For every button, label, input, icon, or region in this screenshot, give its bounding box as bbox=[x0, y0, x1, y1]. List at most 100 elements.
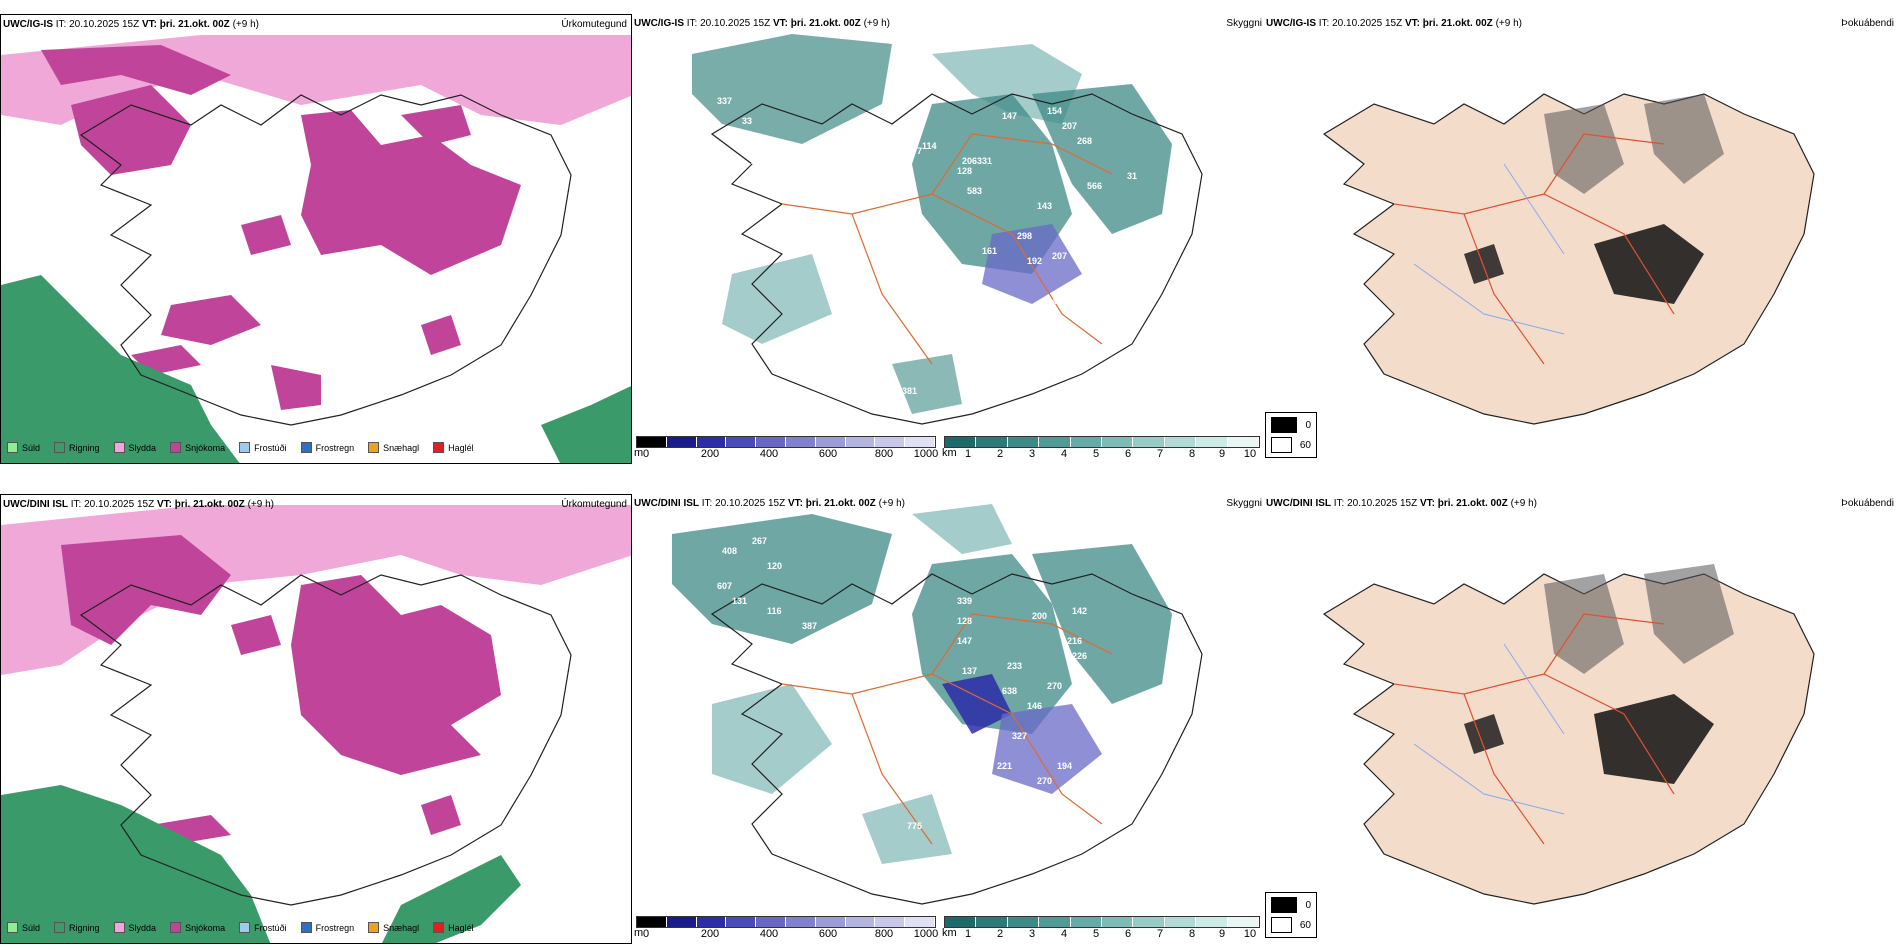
low-visibility-area bbox=[1032, 84, 1172, 234]
snow-depth-label: 31 bbox=[1127, 171, 1137, 181]
tick-label: 800 bbox=[874, 928, 894, 940]
fog-legend-top: 0 60 bbox=[1265, 412, 1317, 458]
fog-area bbox=[1544, 574, 1624, 674]
colorbar-ticks: 1 2 3 4 5 6 7 8 9 10 bbox=[944, 928, 1260, 940]
colorbar-ticks: 0 200 400 600 800 1000 bbox=[636, 448, 938, 460]
fog-panel-bottom: UWC/DINI ISL IT: 20.10.2025 15Z VT: þri.… bbox=[1264, 494, 1900, 944]
fog-legend-label: 0 bbox=[1305, 419, 1311, 431]
colorbar-unit: m bbox=[634, 927, 644, 939]
road-network bbox=[781, 133, 1113, 365]
legend-item: Súld bbox=[7, 442, 40, 453]
tick-label: 5 bbox=[1092, 448, 1100, 460]
legend-item: Haglél bbox=[433, 922, 474, 933]
snow-depth-label: 84 bbox=[977, 736, 987, 746]
snow-depth-label: 337 bbox=[717, 96, 732, 106]
header-top-fog: UWC/IG-IS IT: 20.10.2025 15Z VT: þri. 21… bbox=[1266, 18, 1522, 29]
snow-depth-label: 143 bbox=[1037, 201, 1052, 211]
legend-item: Slydda bbox=[113, 922, 156, 933]
iceland-outline bbox=[79, 94, 572, 426]
fog-legend-label: 60 bbox=[1299, 439, 1311, 451]
snow-depth-label: 277 bbox=[907, 146, 922, 156]
snow-depth-label: 128 bbox=[957, 166, 972, 176]
fog-legend-label: 0 bbox=[1305, 899, 1311, 911]
visibility-title-top: Skyggni bbox=[1226, 18, 1262, 29]
tick-label: 0 bbox=[642, 448, 650, 460]
snow-depth-label: 221 bbox=[997, 761, 1012, 771]
tick-label: 600 bbox=[818, 448, 838, 460]
snow-depth-area bbox=[982, 224, 1082, 304]
rain-area bbox=[1, 275, 240, 463]
snow-depth-label: 120 bbox=[767, 561, 782, 571]
tick-label: 9 bbox=[1218, 928, 1226, 940]
fog-area bbox=[1464, 714, 1504, 754]
precip-legend-top: Súld Rigning Slydda Snjókoma Frostúði Fr… bbox=[7, 442, 474, 453]
fog-area bbox=[1594, 694, 1714, 784]
legend-item: Rigning bbox=[54, 442, 100, 453]
snow-area bbox=[401, 105, 471, 145]
fog-legend-bottom: 0 60 bbox=[1265, 892, 1317, 938]
tick-label: 8 bbox=[1188, 448, 1196, 460]
river-network bbox=[1413, 163, 1565, 335]
snow-depth-label: 137 bbox=[962, 666, 977, 676]
legend-item: Haglél bbox=[433, 442, 474, 453]
snow-depth-label: 200 bbox=[1032, 611, 1047, 621]
tick-label: 7 bbox=[1156, 928, 1164, 940]
colorbar-ticks: 1 2 3 4 5 6 7 8 9 10 bbox=[944, 448, 1260, 460]
snow-area bbox=[421, 315, 461, 355]
iceland-outline bbox=[79, 574, 572, 906]
snow-depth-label: 235 bbox=[1072, 786, 1087, 796]
snow-depth-label: 104 bbox=[1142, 246, 1157, 256]
snow-depth-label: 268 bbox=[1077, 136, 1092, 146]
snow-depth-label: 941 bbox=[1002, 506, 1017, 516]
legend-item: Frostúði bbox=[239, 442, 287, 453]
snow-depth-label: 181 bbox=[887, 241, 902, 251]
snow-depth-label: 331 bbox=[977, 156, 992, 166]
fog-title-bottom: Þokuábendi bbox=[1841, 498, 1894, 509]
precip-type-panel-bottom: UWC/DINI ISL IT: 20.10.2025 15Z VT: þri.… bbox=[0, 494, 632, 944]
tick-label: 4 bbox=[1060, 928, 1068, 940]
snow-depth-label: 207 bbox=[1062, 121, 1077, 131]
tick-label: 0 bbox=[642, 928, 650, 940]
snow-depth-label: 349 bbox=[1047, 296, 1062, 306]
colorbar-ticks: 0 200 400 600 800 1000 bbox=[636, 928, 938, 940]
road-network bbox=[1393, 133, 1675, 365]
snow-area bbox=[241, 215, 291, 255]
road-network bbox=[1393, 613, 1675, 845]
snow-area bbox=[271, 365, 321, 410]
snow-depth-label: 267 bbox=[752, 536, 767, 546]
low-visibility-area bbox=[1032, 544, 1172, 704]
snow-depth-label: 321 bbox=[1172, 56, 1187, 66]
snow-depth-colorbar-bottom: 0 200 400 600 800 1000 m bbox=[634, 916, 938, 940]
tick-label: 10 bbox=[1243, 448, 1257, 460]
iceland-outline bbox=[710, 93, 1203, 425]
precip-type-panel-top: UWC/IG-IS IT: 20.10.2025 15Z VT: þri. 21… bbox=[0, 14, 632, 464]
snow-depth-label: 233 bbox=[1007, 661, 1022, 671]
legend-item: Rigning bbox=[54, 922, 100, 933]
snow-depth-label: 175 bbox=[1077, 676, 1092, 686]
visibility-panel-bottom: 267 408 607 131 120 116 387 339 128 147 137 233 638 2… bbox=[632, 494, 1264, 944]
low-visibility-area bbox=[672, 514, 892, 644]
snow-depth-label: 208 bbox=[897, 256, 912, 266]
snow-depth-label: 731 bbox=[750, 156, 765, 166]
snow-depth-label: 114 bbox=[922, 141, 937, 151]
snow-depth-label: 381 bbox=[902, 386, 917, 396]
snow-depth-area bbox=[942, 674, 1012, 734]
tick-label: 6 bbox=[1124, 448, 1132, 460]
snow-area bbox=[231, 615, 281, 655]
header-top-vis: UWC/IG-IS IT: 20.10.2025 15Z VT: þri. 21… bbox=[634, 18, 890, 29]
snow-area bbox=[301, 110, 521, 275]
snow-depth-label: 216 bbox=[1067, 636, 1082, 646]
snow-depth-label: 300 bbox=[1052, 321, 1067, 331]
legend-item: Slydda bbox=[113, 442, 156, 453]
legend-item: Frostregn bbox=[300, 922, 354, 933]
tick-label: 400 bbox=[759, 928, 779, 940]
low-visibility-area bbox=[722, 254, 832, 344]
snow-depth-label: 276 bbox=[1062, 826, 1077, 836]
snow-depth-label: 207 bbox=[1052, 251, 1067, 261]
colorbar-swatches bbox=[944, 436, 1260, 448]
snow-area bbox=[71, 85, 191, 175]
colorbar-unit: km bbox=[942, 447, 957, 459]
snow-depth-label: 408 bbox=[722, 546, 737, 556]
road-network bbox=[781, 613, 1113, 845]
